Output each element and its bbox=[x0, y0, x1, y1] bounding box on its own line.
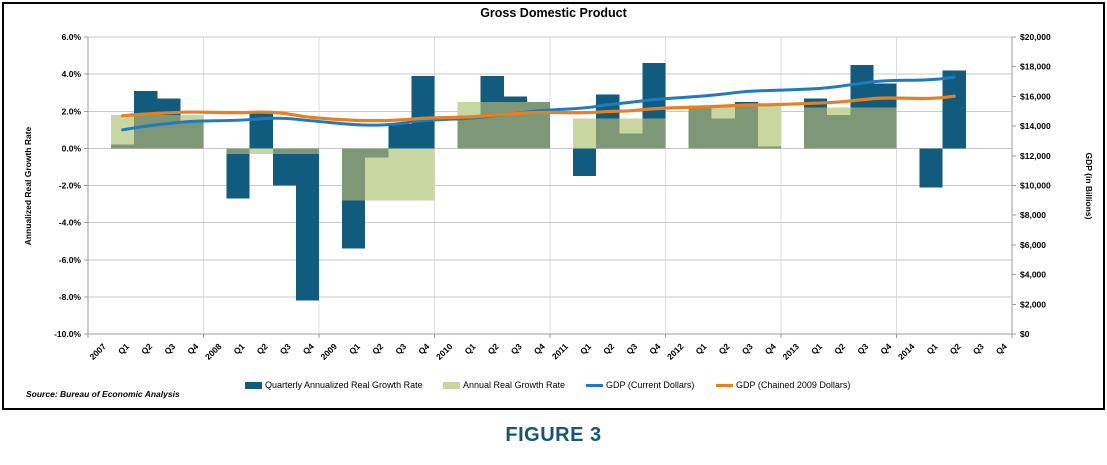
legend-label: GDP (Current Dollars) bbox=[606, 380, 695, 390]
svg-text:$14,000: $14,000 bbox=[1020, 121, 1051, 131]
annual-growth-swatch-icon bbox=[443, 381, 460, 389]
svg-text:$8,000: $8,000 bbox=[1020, 210, 1046, 220]
gdp-chained-2009-line bbox=[121, 94, 956, 123]
right-axis-tick-labels: $20,000 $18,000 $16,000 $14,000 $12,000 $10,0… bbox=[1020, 32, 1051, 339]
svg-text:2012: 2012 bbox=[665, 341, 686, 362]
svg-text:Q4: Q4 bbox=[994, 341, 1009, 356]
legend-label: Quarterly Annualized Real Growth Rate bbox=[265, 380, 423, 390]
svg-text:-10.0%: -10.0% bbox=[54, 329, 81, 339]
svg-text:4.0%: 4.0% bbox=[62, 69, 82, 79]
svg-text:-2.0%: -2.0% bbox=[59, 181, 82, 191]
svg-text:Q3: Q3 bbox=[509, 341, 524, 356]
svg-text:Q4: Q4 bbox=[532, 341, 547, 356]
svg-text:Q4: Q4 bbox=[185, 341, 200, 356]
svg-text:Q3: Q3 bbox=[162, 341, 177, 356]
svg-text:Q2: Q2 bbox=[255, 341, 270, 356]
svg-text:Q2: Q2 bbox=[139, 341, 154, 356]
svg-text:Q2: Q2 bbox=[948, 341, 963, 356]
svg-text:2014: 2014 bbox=[896, 341, 917, 362]
svg-text:Q1: Q1 bbox=[578, 341, 593, 356]
svg-text:$16,000: $16,000 bbox=[1020, 91, 1051, 101]
axis-lines bbox=[87, 37, 1013, 338]
svg-text:Q2: Q2 bbox=[717, 341, 732, 356]
svg-text:2.0%: 2.0% bbox=[62, 106, 82, 116]
legend-item-gdp-chained: GDP (Chained 2009 Dollars) bbox=[716, 378, 850, 392]
svg-text:Q2: Q2 bbox=[486, 341, 501, 356]
svg-text:2011: 2011 bbox=[550, 341, 570, 361]
gdp-chained-line-swatch-icon bbox=[716, 383, 733, 387]
svg-text:$4,000: $4,000 bbox=[1020, 270, 1046, 280]
svg-text:Q3: Q3 bbox=[393, 341, 408, 356]
svg-text:2010: 2010 bbox=[434, 341, 455, 362]
svg-text:Q4: Q4 bbox=[647, 341, 662, 356]
chart-border-box bbox=[2, 2, 1105, 410]
svg-text:-8.0%: -8.0% bbox=[59, 292, 82, 302]
legend-label: GDP (Chained 2009 Dollars) bbox=[736, 380, 851, 390]
right-axis-title: GDP (in Billions) bbox=[1084, 152, 1094, 220]
svg-text:2013: 2013 bbox=[781, 341, 802, 362]
svg-text:2009: 2009 bbox=[319, 341, 340, 362]
left-axis-title: Annualized Real Growth Rate bbox=[23, 126, 33, 246]
svg-text:$12,000: $12,000 bbox=[1020, 151, 1051, 161]
svg-text:Q3: Q3 bbox=[855, 341, 870, 356]
quarterly-growth-bars bbox=[111, 62, 966, 301]
svg-text:Q4: Q4 bbox=[416, 341, 431, 356]
svg-text:Q3: Q3 bbox=[740, 341, 755, 356]
left-axis-tick-labels: 6.0% 4.0% 2.0% 0.0% -2.0% -4.0% -6.0% -8.0% -10.… bbox=[54, 32, 81, 339]
legend-item-annual-growth: Annual Real Growth Rate bbox=[443, 378, 565, 392]
quarterly-growth-swatch-icon bbox=[245, 381, 262, 389]
svg-text:-4.0%: -4.0% bbox=[59, 218, 82, 228]
svg-text:Q3: Q3 bbox=[624, 341, 639, 356]
svg-text:Q2: Q2 bbox=[601, 341, 616, 356]
legend-item-gdp-current: GDP (Current Dollars) bbox=[586, 378, 694, 392]
svg-text:Q3: Q3 bbox=[971, 341, 986, 356]
svg-text:$20,000: $20,000 bbox=[1020, 32, 1051, 42]
svg-text:$18,000: $18,000 bbox=[1020, 62, 1051, 72]
svg-text:2007: 2007 bbox=[88, 341, 109, 362]
svg-text:Q1: Q1 bbox=[116, 341, 131, 356]
svg-text:$10,000: $10,000 bbox=[1020, 181, 1051, 191]
svg-text:Q1: Q1 bbox=[347, 341, 362, 356]
legend-item-quarterly-growth: Quarterly Annualized Real Growth Rate bbox=[245, 378, 423, 392]
svg-text:0.0%: 0.0% bbox=[62, 143, 82, 153]
svg-text:Q1: Q1 bbox=[809, 341, 824, 356]
svg-text:Q2: Q2 bbox=[370, 341, 385, 356]
gdp-current-line-swatch-icon bbox=[586, 383, 603, 387]
figure-caption: FIGURE 3 bbox=[505, 424, 602, 446]
svg-text:2008: 2008 bbox=[203, 341, 224, 362]
svg-text:Q4: Q4 bbox=[301, 341, 316, 356]
svg-text:Q4: Q4 bbox=[763, 341, 778, 356]
svg-text:$0: $0 bbox=[1020, 329, 1030, 339]
bar-overlap-regions bbox=[111, 101, 897, 201]
svg-text:-6.0%: -6.0% bbox=[59, 255, 82, 265]
svg-text:Q1: Q1 bbox=[231, 341, 246, 356]
legend-label: Annual Real Growth Rate bbox=[463, 380, 566, 390]
svg-text:$6,000: $6,000 bbox=[1020, 240, 1046, 250]
svg-text:Q1: Q1 bbox=[693, 341, 708, 356]
chart-title: Gross Domestic Product bbox=[480, 6, 627, 20]
svg-text:Q1: Q1 bbox=[462, 341, 477, 356]
right-axis-ticks bbox=[1012, 36, 1016, 335]
source-note: Source: Bureau of Economic Analysis bbox=[26, 389, 180, 399]
svg-text:Q3: Q3 bbox=[278, 341, 293, 356]
svg-text:6.0%: 6.0% bbox=[62, 32, 82, 42]
svg-text:Q1: Q1 bbox=[924, 341, 939, 356]
x-axis-tick-labels: 2007 Q1 Q2 Q3 Q4 2008 Q1 Q2 Q3 Q4 2009 Q1 Q2 Q3 Q4 2010… bbox=[88, 341, 1010, 362]
svg-text:$2,000: $2,000 bbox=[1020, 299, 1046, 309]
svg-text:Q4: Q4 bbox=[878, 341, 893, 356]
svg-text:Q2: Q2 bbox=[832, 341, 847, 356]
legend: Quarterly Annualized Real Growth Rate An… bbox=[0, 378, 1107, 392]
